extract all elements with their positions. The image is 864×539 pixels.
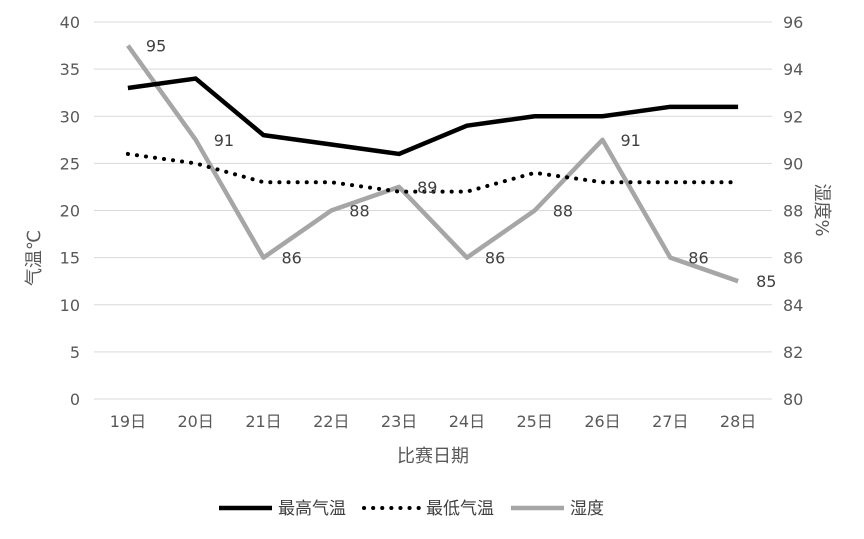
right-tick-label: 96	[783, 13, 803, 32]
data-label: 86	[485, 249, 505, 268]
left-tick-label: 25	[60, 154, 80, 173]
left-tick-label: 30	[60, 107, 80, 126]
legend-label: 最低气温	[426, 499, 494, 519]
left-tick-label: 40	[60, 13, 80, 32]
right-axis-title: 湿度%	[811, 183, 832, 236]
x-tick-label: 25日	[517, 412, 553, 431]
right-tick-label: 94	[783, 60, 803, 79]
data-label: 85	[756, 272, 776, 291]
min-temp-line	[125, 151, 741, 194]
data-labels: 95 91 86 88 89 86 88 91 86 85	[146, 37, 777, 292]
legend-label: 最高气温	[278, 499, 346, 519]
left-tick-label: 35	[60, 60, 80, 79]
right-tick-label: 88	[783, 202, 803, 221]
x-tick-label: 26日	[584, 412, 620, 431]
right-tick-label: 90	[783, 154, 803, 173]
legend-label: 湿度	[570, 499, 604, 519]
right-tick-label: 82	[783, 343, 803, 362]
data-label: 88	[553, 202, 573, 221]
data-label: 95	[146, 37, 166, 56]
right-tick-label: 84	[783, 296, 803, 315]
x-tick-label: 23日	[381, 412, 417, 431]
x-axis-title: 比赛日期	[397, 446, 469, 467]
data-label: 89	[417, 178, 437, 197]
right-tick-label: 80	[783, 390, 803, 409]
right-tick-label: 92	[783, 107, 803, 126]
left-tick-label: 20	[60, 202, 80, 221]
x-tick-label: 19日	[110, 412, 146, 431]
left-axis-ticks: 0 5 10 15 20 25 30 35 40	[60, 13, 80, 409]
left-axis-title: 气温℃	[24, 230, 45, 286]
x-axis-ticks: 19日 20日 21日 22日 23日 24日 25日 26日 27日 28日	[110, 412, 757, 431]
left-tick-label: 10	[60, 296, 80, 315]
x-tick-label: 24日	[449, 412, 485, 431]
x-tick-label: 20日	[178, 412, 214, 431]
left-tick-label: 15	[60, 249, 80, 268]
right-axis-ticks: 80 82 84 86 88 90 92 94 96	[783, 13, 803, 409]
data-label: 86	[282, 249, 302, 268]
left-tick-label: 5	[70, 343, 80, 362]
data-label: 88	[349, 202, 369, 221]
x-tick-label: 27日	[652, 412, 688, 431]
legend: 最高气温 最低气温 湿度	[219, 499, 604, 519]
data-label: 91	[214, 131, 234, 150]
max-temp-line	[127, 76, 739, 157]
right-tick-label: 86	[783, 249, 803, 268]
series-lines	[125, 44, 741, 284]
x-tick-label: 21日	[245, 412, 281, 431]
humidity-line	[126, 44, 739, 284]
left-tick-label: 0	[70, 390, 80, 409]
data-label: 86	[688, 249, 708, 268]
data-label: 91	[621, 131, 641, 150]
x-tick-label: 22日	[313, 412, 349, 431]
x-tick-label: 28日	[720, 412, 756, 431]
